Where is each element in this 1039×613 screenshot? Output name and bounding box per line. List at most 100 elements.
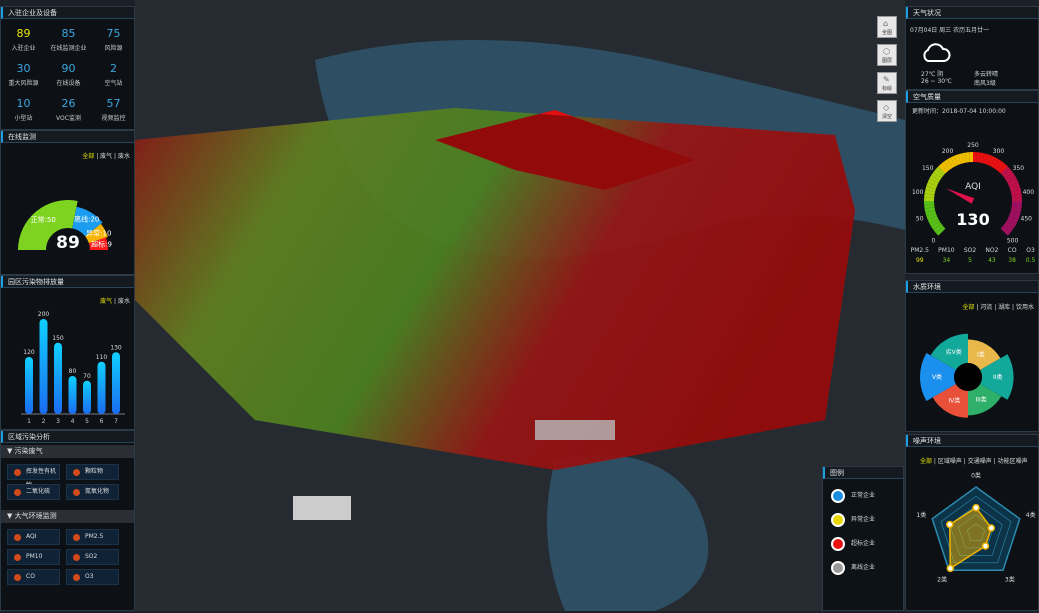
gauge-arc <box>1006 172 1008 175</box>
tool-label: 图层 <box>882 58 892 64</box>
gauge-tick: 500 <box>1007 238 1019 245</box>
slice-label: I类 <box>977 351 985 359</box>
bar[interactable] <box>69 376 77 414</box>
bar[interactable] <box>112 352 120 414</box>
gauge-tick: 300 <box>993 148 1005 155</box>
caret-down-icon: ▼ <box>7 447 15 455</box>
gauge-arc <box>963 158 966 159</box>
gauge-arc <box>930 208 931 211</box>
bar-value: 130 <box>110 344 122 351</box>
gauge-tick: 50 <box>916 215 924 222</box>
radar-point[interactable] <box>973 505 979 511</box>
gauge-arc <box>935 175 937 178</box>
gauge-arc <box>990 160 993 161</box>
bar-value: 70 <box>83 373 91 380</box>
legend-label: 正常企业 <box>851 492 875 499</box>
tool-layers[interactable]: ⬡图层 <box>877 44 897 66</box>
legend-item[interactable]: 超标企业 <box>831 537 875 551</box>
tool-eraser[interactable]: ◇清空 <box>877 100 897 122</box>
bar[interactable] <box>40 319 48 414</box>
legend-item[interactable]: 离线企业 <box>831 561 875 575</box>
bar-value: 200 <box>38 311 50 318</box>
x-tick-label: 6 <box>100 418 104 425</box>
gauge-arc <box>931 184 932 187</box>
stat-value: 10 <box>1 97 46 110</box>
rose-hole <box>954 363 982 391</box>
layer-toggle[interactable]: O3 <box>66 569 119 585</box>
tool-pen[interactable]: ✎ 标绘 <box>877 72 897 94</box>
legend-title: 图例 <box>823 467 903 479</box>
layer-toggle[interactable]: SO2 <box>66 549 119 565</box>
layer-toggle[interactable]: CO <box>7 569 60 585</box>
layer-toggle[interactable]: 挥发性有机物 <box>7 464 60 480</box>
pollutant-name: SO2 <box>964 247 976 254</box>
gauge-arc <box>1016 191 1017 194</box>
weather-desc: 多云转晴 <box>974 69 998 78</box>
layer-toggle[interactable]: 氮氧化物 <box>66 484 119 500</box>
stat-value: 30 <box>1 62 46 75</box>
gauge-arc <box>959 158 962 159</box>
layer-toggle[interactable]: 颗粒物 <box>66 464 119 480</box>
stat-label: 小型站 <box>1 113 46 122</box>
bar[interactable] <box>25 357 33 414</box>
pollutant-value: 99 <box>911 257 929 264</box>
gauge-arc <box>934 221 936 224</box>
layer-toggle[interactable]: 二氧化硫 <box>7 484 60 500</box>
radar-point[interactable] <box>947 521 953 527</box>
gauge-arc <box>983 158 986 159</box>
stat-item: 10 小型站 <box>1 97 46 122</box>
tool-label: 标绘 <box>882 86 892 92</box>
pen-icon: ✎ <box>883 75 890 84</box>
3d-map-view[interactable] <box>135 0 905 611</box>
group-header[interactable]: ▼ 污染废气 <box>1 445 134 458</box>
stat-label: 重大风险源 <box>1 78 46 87</box>
gauge-tick: 350 <box>1013 165 1025 172</box>
cloud-icon <box>921 41 951 63</box>
legend-label: 异常企业 <box>851 516 875 523</box>
layer-toggle[interactable]: PM2.5 <box>66 529 119 545</box>
layer-toggle[interactable]: PM10 <box>7 549 60 565</box>
radar-point[interactable] <box>982 543 988 549</box>
radar-point[interactable] <box>947 565 953 571</box>
segment-label: 异常:10 <box>86 228 111 237</box>
segment-label: 正常:50 <box>31 215 56 224</box>
panel-title: 在线监测 <box>1 131 134 143</box>
panel-title: 噪声环境 <box>906 435 1038 447</box>
radar-axis-label: 3类 <box>1005 576 1015 584</box>
legend-label: 超标企业 <box>851 540 875 547</box>
caret-down-icon: ▼ <box>7 512 15 520</box>
gauge-arc <box>980 158 983 159</box>
slice-label: IV类 <box>948 397 960 405</box>
x-tick-label: 7 <box>114 418 118 425</box>
gauge-arc <box>944 165 947 167</box>
tool-home[interactable]: ⌂全图 <box>877 16 897 38</box>
gauge-arc <box>947 163 950 165</box>
gauge-arc <box>940 170 942 173</box>
group-header[interactable]: ▼ 大气环境监测 <box>1 510 134 523</box>
panel-title: 空气质量 <box>906 91 1038 103</box>
gauge-arc <box>931 215 932 218</box>
weather-panel: 天气状况 07月04日 周三 农历五月廿一 27℃ 阴 26 ~ 30℃ 多云转… <box>905 6 1039 90</box>
stat-value: 26 <box>46 97 91 110</box>
bar[interactable] <box>83 381 91 414</box>
legend-item[interactable]: 正常企业 <box>831 489 875 503</box>
bar[interactable] <box>54 343 62 414</box>
factory-icon <box>831 489 845 503</box>
pollutant-name: PM10 <box>938 247 954 254</box>
radar-point[interactable] <box>988 525 994 531</box>
gauge-arc <box>930 211 931 214</box>
layer-toggle[interactable]: AQI <box>7 529 60 545</box>
bar[interactable] <box>98 362 106 414</box>
weather-temp: 27℃ 阴 <box>921 69 943 78</box>
legend-item[interactable]: 异常企业 <box>831 513 875 527</box>
